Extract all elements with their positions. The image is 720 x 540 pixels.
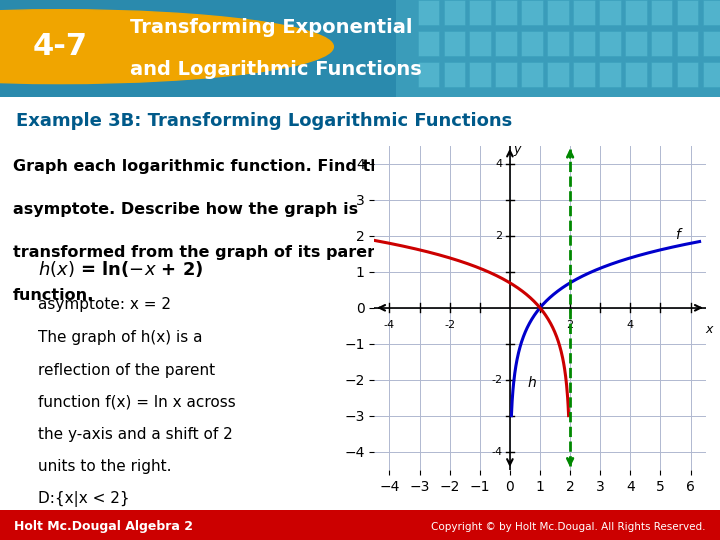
Text: transformed from the graph of its parent: transformed from the graph of its parent [12, 245, 386, 260]
Bar [444, 31, 465, 56]
Bar [573, 0, 595, 25]
Text: units to the right.: units to the right. [37, 459, 171, 474]
Bar [677, 0, 698, 25]
Text: asymptote. Describe how the graph is: asymptote. Describe how the graph is [12, 202, 358, 217]
Bar [651, 31, 672, 56]
Bar [547, 62, 569, 87]
Bar [703, 0, 720, 25]
Bar [573, 31, 595, 56]
Bar [599, 31, 621, 56]
Text: 2: 2 [567, 320, 574, 330]
Bar [651, 62, 672, 87]
Text: D:{x|x < 2}: D:{x|x < 2} [37, 491, 129, 507]
Bar [469, 62, 491, 87]
Bar [396, 0, 720, 97]
Bar [444, 62, 465, 87]
Text: 2: 2 [495, 231, 503, 241]
Text: 4: 4 [627, 320, 634, 330]
Text: -2: -2 [444, 320, 455, 330]
Bar [703, 62, 720, 87]
Text: -2: -2 [491, 375, 503, 385]
Bar [625, 31, 647, 56]
Bar [547, 0, 569, 25]
Bar [677, 62, 698, 87]
Bar [444, 0, 465, 25]
Text: function.: function. [12, 288, 94, 303]
Bar [469, 0, 491, 25]
Bar [495, 62, 517, 87]
Text: function f(x) = ln x across: function f(x) = ln x across [37, 395, 235, 410]
Bar [703, 31, 720, 56]
Text: asymptote: x = 2: asymptote: x = 2 [37, 297, 171, 312]
Text: -4: -4 [491, 447, 503, 457]
Bar [651, 0, 672, 25]
Text: and Logarithmic Functions: and Logarithmic Functions [130, 60, 421, 79]
Bar [495, 31, 517, 56]
Bar [547, 31, 569, 56]
Text: The graph of h(x) is a: The graph of h(x) is a [37, 330, 202, 346]
Bar [469, 31, 491, 56]
Bar [521, 31, 543, 56]
Text: Graph each logarithmic function. Find the: Graph each logarithmic function. Find th… [12, 159, 392, 174]
Bar [521, 0, 543, 25]
Bar [677, 31, 698, 56]
Bar [625, 0, 647, 25]
Text: 4: 4 [495, 159, 503, 169]
Text: f: f [675, 228, 680, 242]
Text: $h(x)$ = ln($-x$ + 2): $h(x)$ = ln($-x$ + 2) [37, 259, 203, 279]
Text: Copyright © by Holt Mc.Dougal. All Rights Reserved.: Copyright © by Holt Mc.Dougal. All Right… [431, 522, 706, 532]
Text: Holt Mc.Dougal Algebra 2: Holt Mc.Dougal Algebra 2 [14, 520, 194, 533]
Text: y: y [514, 143, 521, 156]
Text: reflection of the parent: reflection of the parent [37, 362, 215, 377]
Bar [573, 62, 595, 87]
Bar [418, 62, 439, 87]
Text: x: x [705, 323, 712, 336]
Text: 4-7: 4-7 [32, 32, 87, 61]
Text: h: h [528, 376, 536, 390]
Bar [418, 0, 439, 25]
Bar [495, 0, 517, 25]
Bar [599, 62, 621, 87]
Text: -4: -4 [384, 320, 395, 330]
Bar [625, 62, 647, 87]
Bar [418, 31, 439, 56]
Text: Example 3B: Transforming Logarithmic Functions: Example 3B: Transforming Logarithmic Fun… [16, 112, 512, 130]
Text: the y-axis and a shift of 2: the y-axis and a shift of 2 [37, 427, 233, 442]
Text: Transforming Exponential: Transforming Exponential [130, 18, 412, 37]
Bar [599, 0, 621, 25]
Circle shape [0, 10, 333, 84]
Bar [521, 62, 543, 87]
